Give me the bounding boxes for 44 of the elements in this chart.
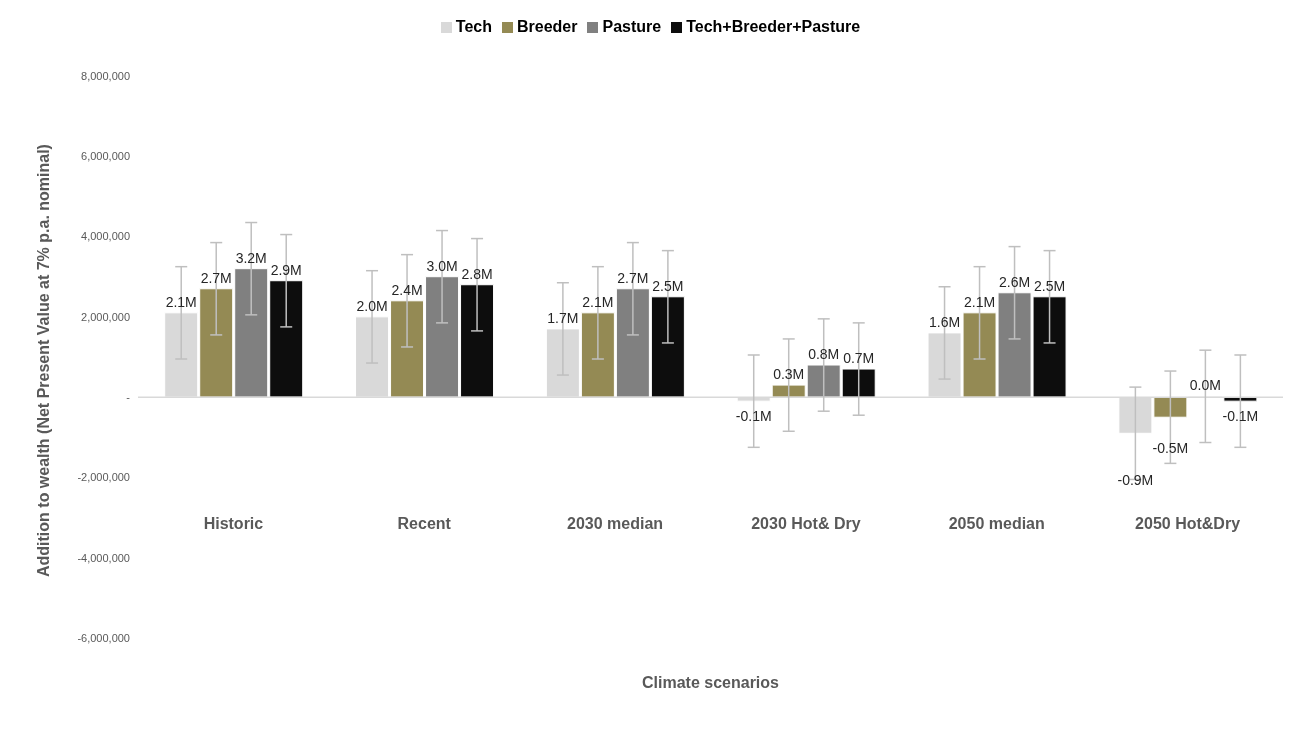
data-label: 2.1M: [165, 293, 197, 310]
data-label: 2.5M: [1033, 277, 1066, 294]
data-label: 1.6M: [928, 313, 961, 330]
y-tick-label: 6,000,000: [81, 150, 130, 163]
y-axis-title: Addition to wealth (Net Present Value at 7% p.a. nominal): [34, 144, 52, 577]
data-label: 0.3M: [773, 366, 805, 383]
data-label: 0.8M: [808, 346, 840, 363]
x-tick-label: 2050 median: [948, 514, 1045, 532]
y-tick-label: -: [126, 391, 131, 404]
legend-label: Tech+Breeder+Pasture: [686, 18, 861, 35]
data-label: 2.0M: [356, 297, 388, 314]
legend-label: Tech: [455, 18, 492, 35]
data-label: 2.5M: [652, 277, 684, 294]
x-tick-label: 2050 Hot&Dry: [1135, 514, 1241, 532]
data-label: 2.4M: [391, 281, 423, 298]
x-axis-title: Climate scenarios: [642, 674, 780, 691]
legend-label: Breeder: [516, 18, 578, 35]
data-label: 2.7M: [200, 269, 232, 286]
data-label: -0.9M: [1117, 472, 1154, 489]
data-label: 2.7M: [617, 269, 649, 286]
x-tick-label: 2030 Hot& Dry: [751, 514, 861, 532]
data-label: 2.1M: [582, 293, 614, 310]
y-tick-label: 8,000,000: [81, 69, 130, 82]
y-tick-label: -6,000,000: [77, 631, 130, 644]
data-label: 0.0M: [1189, 377, 1221, 394]
data-label: -0.1M: [735, 408, 772, 425]
y-tick-label: 2,000,000: [81, 310, 130, 323]
data-label: 1.7M: [547, 309, 579, 326]
data-label: 2.8M: [461, 265, 493, 282]
y-tick-label: -4,000,000: [77, 551, 130, 564]
data-label: -0.5M: [1152, 440, 1189, 457]
data-label: 2.6M: [998, 273, 1031, 290]
data-label: 3.2M: [235, 249, 267, 266]
x-tick-label: Recent: [397, 514, 452, 532]
data-label: 0.7M: [843, 350, 875, 367]
legend-label: Pasture: [602, 18, 662, 35]
x-tick-label: Historic: [203, 514, 264, 532]
x-tick-label: 2030 median: [567, 514, 664, 532]
y-tick-label: 4,000,000: [81, 230, 130, 243]
data-label: 3.0M: [426, 257, 458, 274]
y-tick-label: -2,000,000: [77, 471, 130, 484]
data-label: -0.1M: [1222, 408, 1259, 425]
data-label: 2.1M: [963, 293, 996, 310]
data-label: 2.9M: [270, 261, 302, 278]
